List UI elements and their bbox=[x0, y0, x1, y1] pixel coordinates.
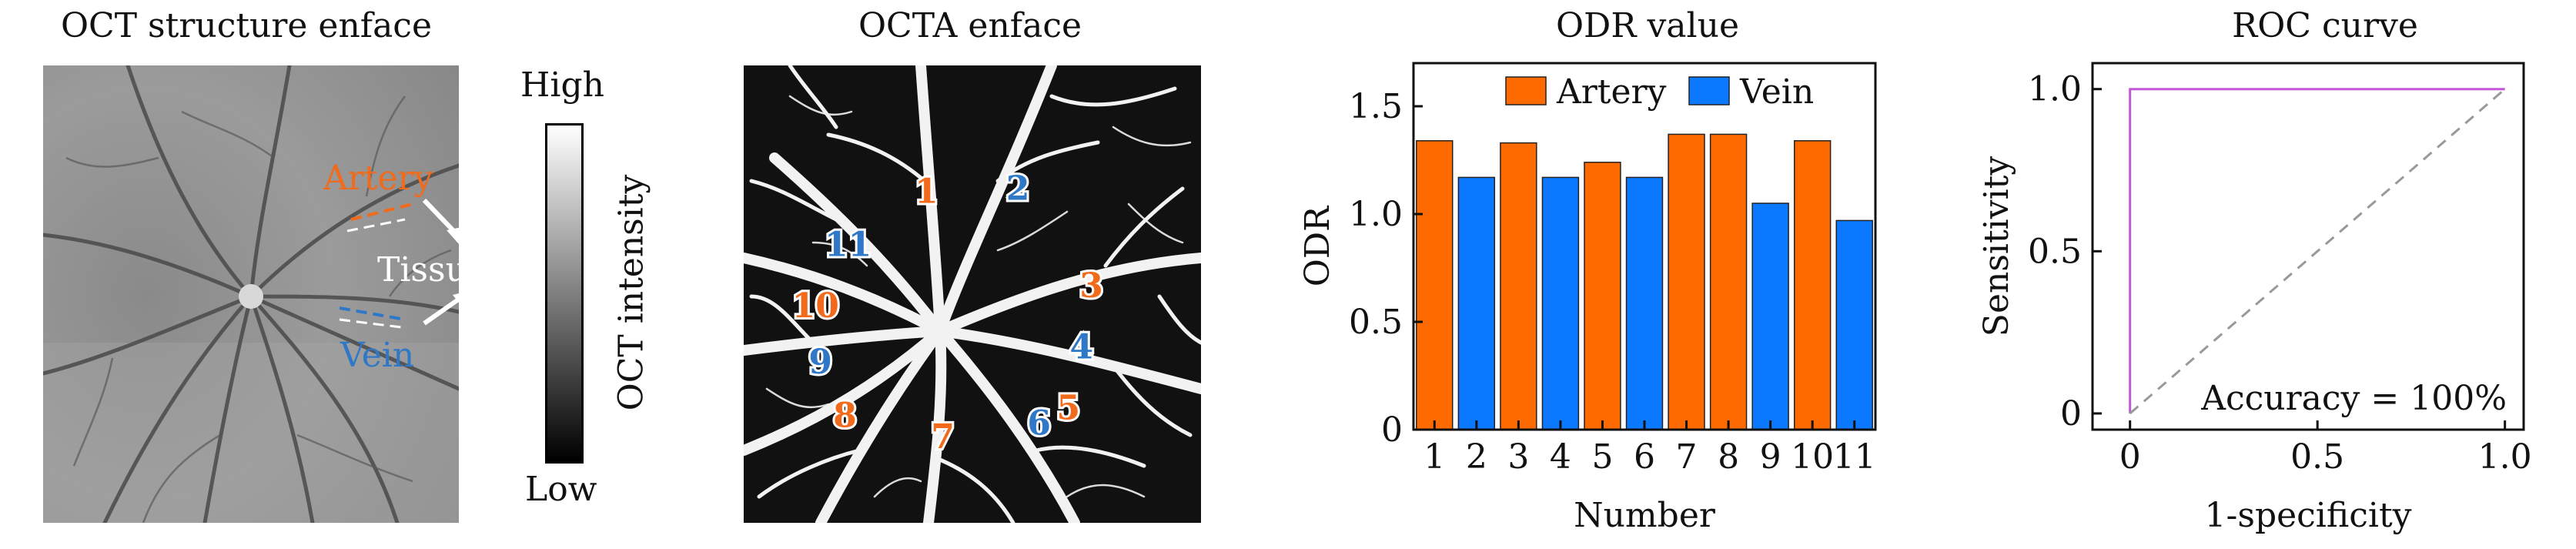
odr-bar-9 bbox=[1751, 203, 1789, 430]
odr-chart-title: ODR value bbox=[1555, 6, 1739, 45]
odr-bar-3 bbox=[1500, 142, 1537, 430]
odr-xtick-label: 4 bbox=[1550, 437, 1571, 477]
octa-vessel-label-7: 7 bbox=[931, 417, 955, 457]
roc-xtick-label: 0 bbox=[2119, 437, 2141, 477]
odr-bar-10 bbox=[1793, 140, 1832, 430]
odr-xtick-label: 1 bbox=[1423, 437, 1445, 477]
odr-bar-4 bbox=[1541, 176, 1580, 430]
oct-vein-annotation: Vein bbox=[340, 336, 415, 375]
roc-ytick-label: 0.5 bbox=[2028, 232, 2082, 271]
octa-enface-svg bbox=[738, 60, 1206, 528]
odr-xtick-label: 7 bbox=[1676, 437, 1698, 477]
odr-xtick-label: 11 bbox=[1833, 437, 1876, 477]
odr-ytick-label: 0.5 bbox=[1349, 303, 1403, 342]
odr-legend-label-vein: Vein bbox=[1739, 72, 1814, 112]
odr-chart: 0 0.5 1.0 1.5 1 2 3 4 5 6 7 8 9 10 11 Number ODR Artery Ve… bbox=[1278, 46, 1909, 546]
colorbar-low-label: Low bbox=[525, 470, 597, 509]
octa-vessel-label-10: 10 bbox=[792, 286, 839, 326]
roc-chart-title: ROC curve bbox=[2232, 6, 2418, 45]
odr-bar-5 bbox=[1584, 162, 1621, 430]
roc-xaxis-label: 1-specificity bbox=[2205, 496, 2412, 535]
colorbar-high-label: High bbox=[520, 65, 604, 105]
odr-xtick-label: 6 bbox=[1634, 437, 1655, 477]
roc-chart: 0 0.5 1.0 0 0.5 1.0 1-specificity Sensitivity Ac… bbox=[1955, 46, 2571, 546]
odr-bar-7 bbox=[1668, 133, 1705, 430]
roc-axes-frame bbox=[2091, 62, 2525, 431]
octa-vessel-label-4: 4 bbox=[1070, 327, 1094, 367]
octa-vessel-label-9: 9 bbox=[808, 343, 832, 382]
octa-vessel-label-8: 8 bbox=[833, 396, 857, 435]
oct-enface-image bbox=[41, 63, 471, 525]
roc-xtick-label: 0.5 bbox=[2290, 437, 2344, 477]
roc-xtick-label: 1.0 bbox=[2478, 437, 2532, 477]
roc-yaxis-label: Sensitivity bbox=[1977, 156, 2016, 337]
octa-vessel-labels: 1 2 3 4 5 6 7 8 9 10 11 bbox=[744, 65, 1201, 523]
octa-panel-title: OCTA enface bbox=[858, 6, 1082, 45]
odr-bar-6 bbox=[1625, 176, 1664, 430]
roc-ytick-label: 0 bbox=[2060, 394, 2082, 434]
odr-xtick-label: 5 bbox=[1591, 437, 1613, 477]
roc-chance-diagonal bbox=[2129, 88, 2506, 415]
odr-xtick-label: 9 bbox=[1760, 437, 1781, 477]
octa-vessel-label-1: 1 bbox=[915, 172, 938, 211]
odr-ytick-label: 1.5 bbox=[1349, 87, 1403, 126]
oct-colorbar bbox=[545, 123, 584, 464]
octa-enface-image bbox=[738, 60, 1206, 528]
oct-enface-svg bbox=[41, 63, 471, 525]
octa-vessel-label-2: 2 bbox=[1006, 169, 1030, 208]
odr-bar-8 bbox=[1709, 133, 1748, 430]
octa-vessel-label-11: 11 bbox=[825, 226, 871, 265]
octa-vessel-labels-svg: 1 2 3 4 56 7 89 10 11 bbox=[790, 166, 1106, 459]
odr-yaxis-label: ODR bbox=[1298, 205, 1337, 286]
odr-legend-swatch-artery bbox=[1505, 76, 1547, 105]
octa-vessel-label-3: 3 bbox=[1079, 266, 1103, 306]
octa-vessel-label-5: 5 bbox=[1057, 389, 1081, 428]
odr-xtick-label: 3 bbox=[1507, 437, 1529, 477]
odr-legend-label-artery: Artery bbox=[1556, 72, 1667, 112]
odr-xtick-label: 8 bbox=[1718, 437, 1739, 477]
odr-bar-1 bbox=[1416, 140, 1454, 430]
oct-panel-title: OCT structure enface bbox=[60, 6, 432, 45]
roc-accuracy-annotation: Accuracy = 100% bbox=[2200, 379, 2507, 418]
odr-legend-swatch-vein bbox=[1688, 76, 1730, 105]
odr-bar-11 bbox=[1835, 219, 1873, 430]
odr-xaxis-label: Number bbox=[1574, 496, 1716, 535]
roc-ytick-label: 1.0 bbox=[2028, 70, 2082, 109]
odr-ytick-label: 1.0 bbox=[1349, 195, 1403, 234]
octa-vessel-label-6: 6 bbox=[1027, 403, 1051, 443]
odr-bar-2 bbox=[1457, 176, 1496, 430]
roc-chart-svg: 0 0.5 1.0 0 0.5 1.0 1-specificity Sensitivity Ac… bbox=[1977, 62, 2532, 535]
odr-ytick-label: 0 bbox=[1381, 410, 1403, 450]
roc-curve-line bbox=[2129, 88, 2505, 413]
oct-artery-annotation: Artery bbox=[323, 159, 433, 198]
odr-xtick-label: 10 bbox=[1791, 437, 1834, 477]
colorbar-axis-label: OCT intensity bbox=[611, 174, 651, 411]
oct-tissue-annotation: Tissue bbox=[377, 250, 487, 290]
odr-xtick-label: 2 bbox=[1466, 437, 1487, 477]
